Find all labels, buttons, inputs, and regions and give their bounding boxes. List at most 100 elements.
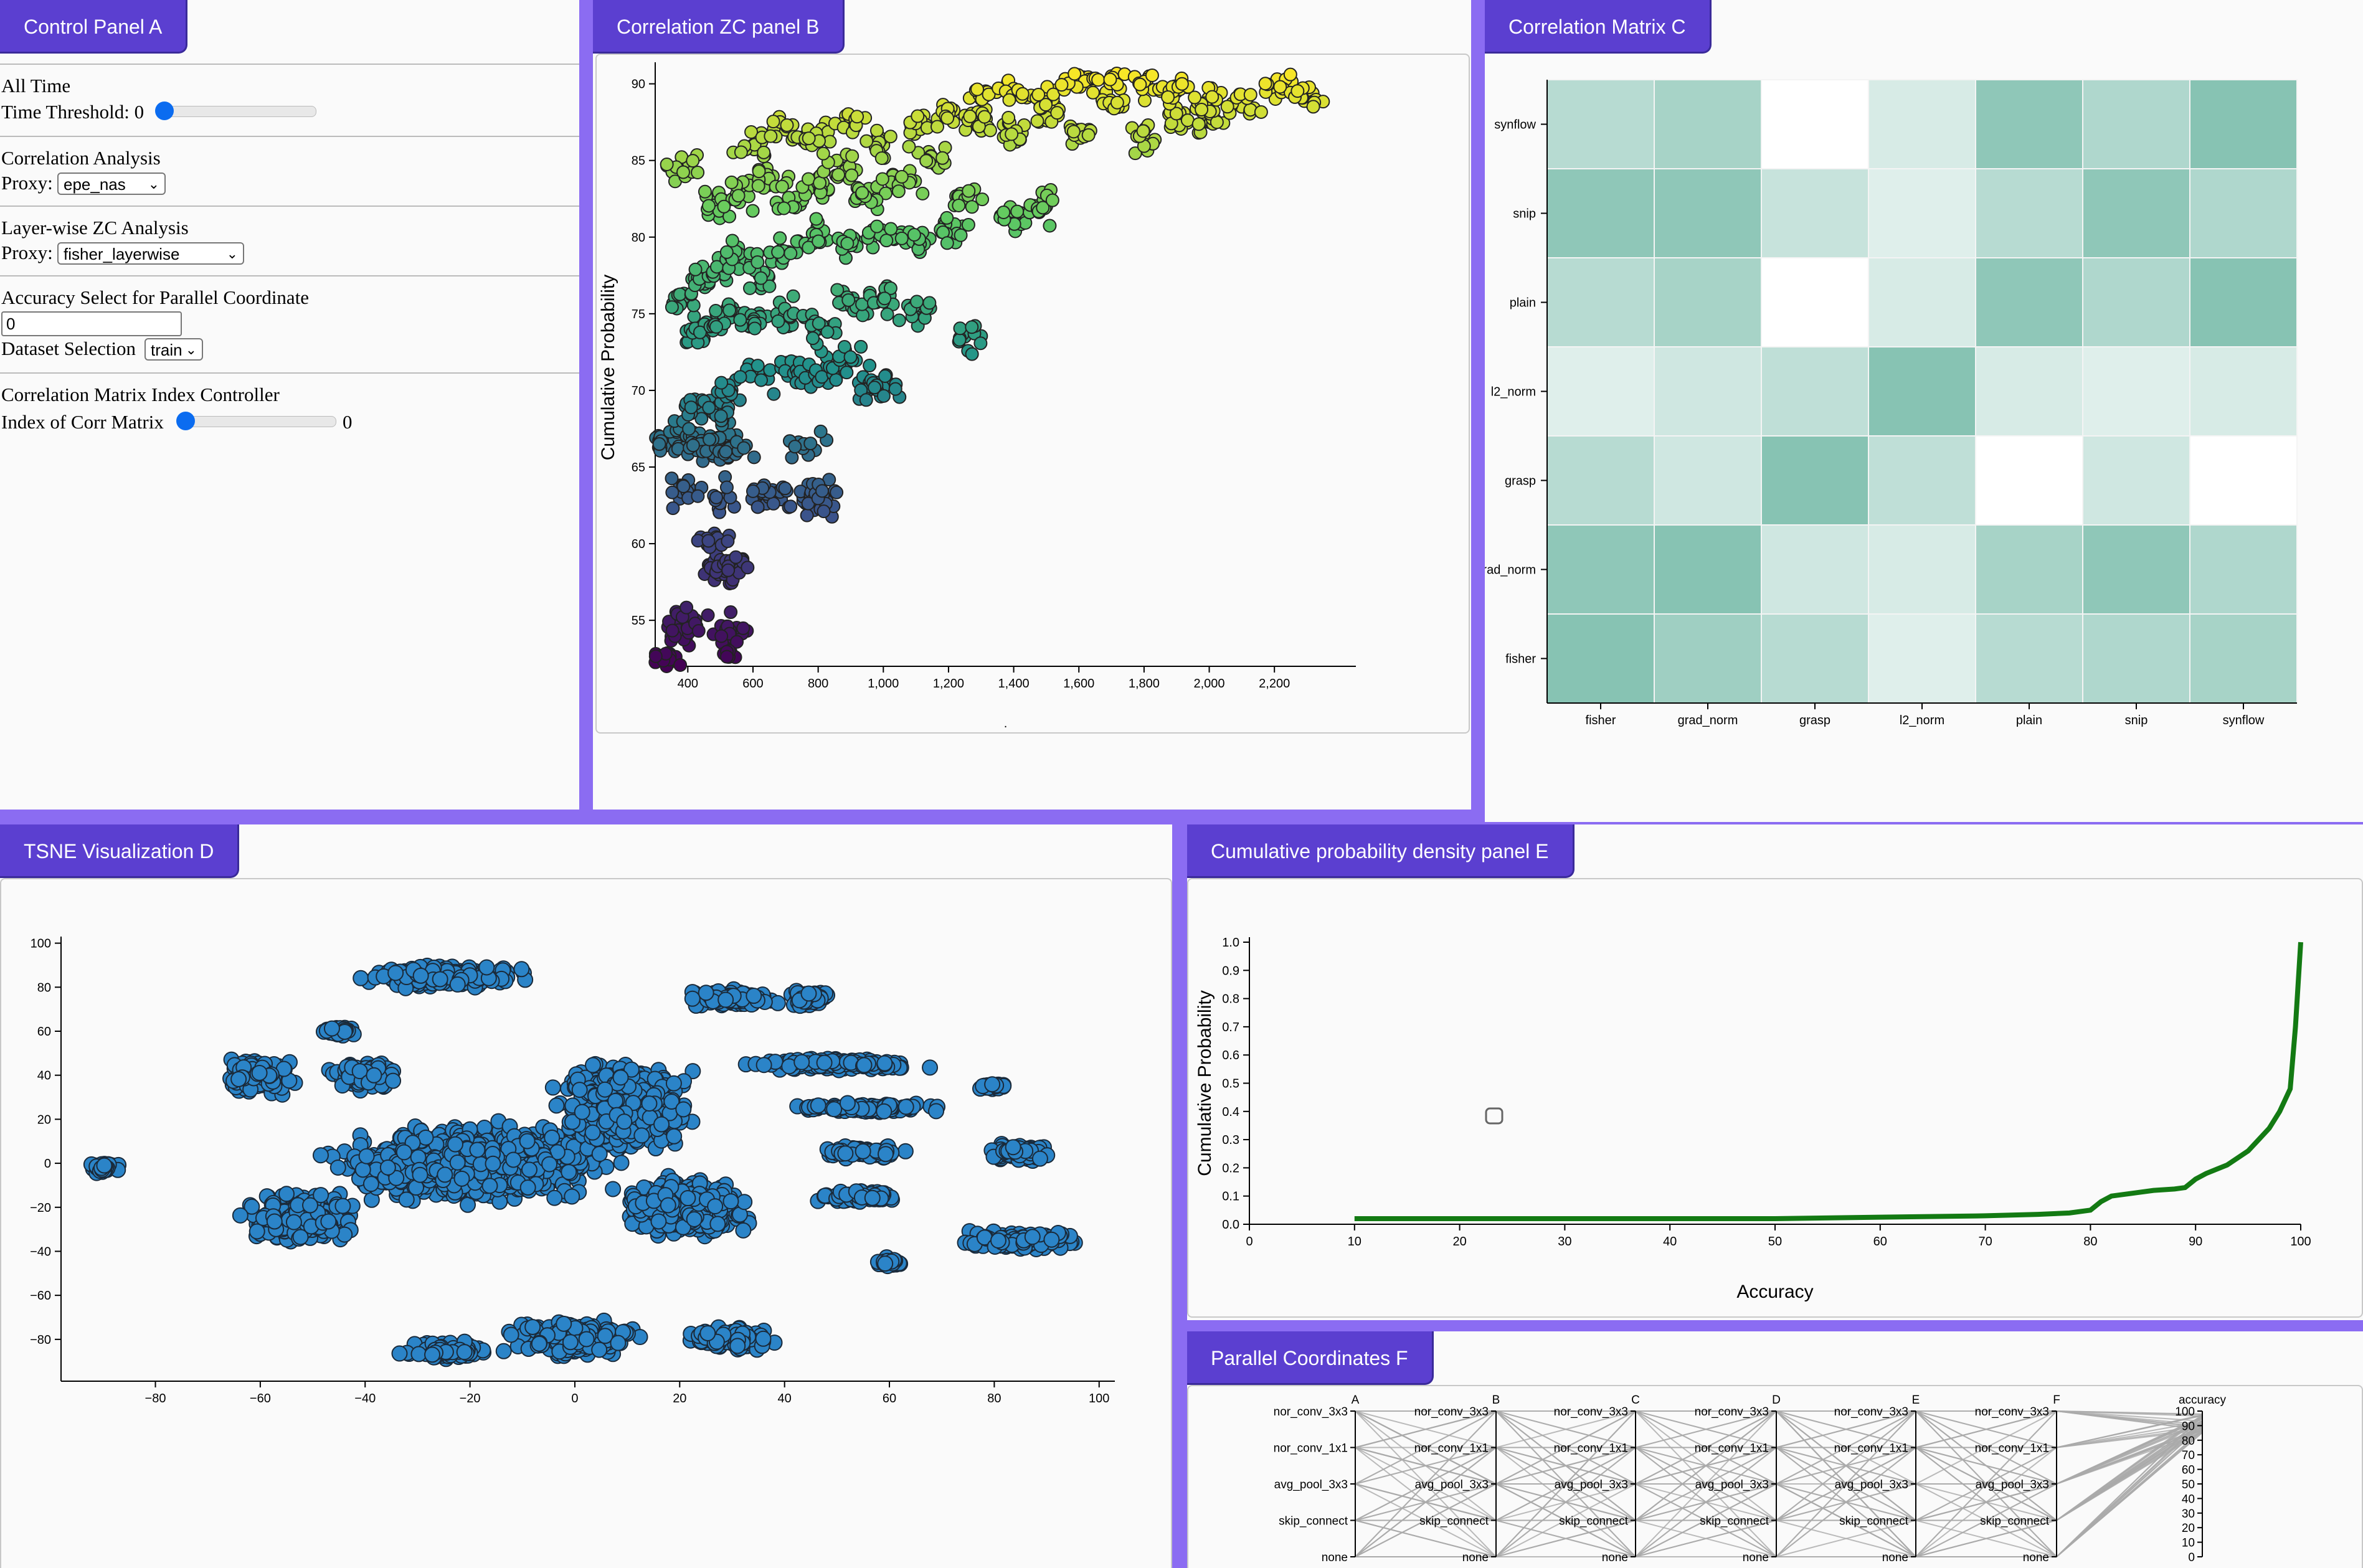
x-tick-label: 1,600 xyxy=(1063,677,1094,691)
heatmap-cell xyxy=(1868,346,1976,437)
scatter-point xyxy=(813,176,827,190)
scatter-point xyxy=(736,621,751,635)
scatter-point xyxy=(730,635,744,649)
x-axis-label: . xyxy=(1004,717,1008,730)
scatter-point xyxy=(952,333,967,347)
scatter-point xyxy=(892,313,906,328)
corr-proxy-select[interactable]: epe_nas ⌄ xyxy=(57,172,166,195)
scatter-point xyxy=(702,400,716,415)
scatter-point xyxy=(940,210,954,225)
heatmap-cell xyxy=(2082,346,2190,437)
x-tick-label: 1,000 xyxy=(868,677,899,691)
scatter-point xyxy=(648,649,663,663)
scatter-point xyxy=(693,325,707,339)
scatter-point xyxy=(1091,73,1106,87)
scatter-point xyxy=(1054,78,1069,92)
tsne-point xyxy=(722,1193,739,1210)
scatter-point xyxy=(894,169,909,184)
heatmap-cell xyxy=(1654,168,1762,258)
scatter-point xyxy=(709,490,724,504)
row-label: grasp xyxy=(1505,475,1536,488)
scatter-point xyxy=(1128,146,1142,161)
heatmap-cell xyxy=(1654,257,1762,347)
accuracy-input[interactable]: 0 xyxy=(1,311,182,336)
tsne-point xyxy=(432,971,448,988)
scatter-point xyxy=(752,164,766,179)
scatter-point xyxy=(1031,88,1046,102)
scatter-point xyxy=(1030,114,1044,128)
matrix-index-value: 0 xyxy=(343,411,353,433)
scatter-point xyxy=(691,489,705,503)
scatter-point xyxy=(1138,93,1152,108)
tsne-point xyxy=(666,1128,683,1145)
dataset-select[interactable]: train ⌄ xyxy=(144,338,203,361)
tsne-point xyxy=(460,1196,476,1213)
heatmap-cell xyxy=(1761,346,1869,437)
scatter-point xyxy=(802,172,816,186)
heatmap-cell xyxy=(1654,435,1762,526)
col-label: snip xyxy=(2125,714,2148,727)
row-label: snip xyxy=(1513,207,1536,221)
scatter-point xyxy=(725,234,739,248)
tsne-point xyxy=(232,1207,249,1224)
scatter-point xyxy=(757,145,771,159)
slider-knob[interactable] xyxy=(176,412,195,430)
panel-d-title: TSNE Visualization D xyxy=(0,824,240,878)
scatter-point xyxy=(665,471,679,486)
tsne-point xyxy=(544,1129,561,1146)
scatter-point xyxy=(751,255,765,269)
scatter-point xyxy=(773,231,787,245)
scatter-point xyxy=(780,118,794,132)
scatter-point xyxy=(717,199,731,214)
scatter-point xyxy=(1188,90,1202,105)
scatter-point xyxy=(907,228,921,242)
scatter-point xyxy=(1254,105,1268,119)
heatmap-cell xyxy=(1868,524,1976,615)
scatter-point xyxy=(764,129,778,143)
x-tick-label: 400 xyxy=(678,677,698,691)
tsne-point xyxy=(329,1159,346,1176)
row-label: plain xyxy=(1510,296,1536,310)
heatmap-cell xyxy=(1761,524,1869,615)
tsne-point xyxy=(665,1075,682,1092)
heatmap-cell xyxy=(1546,168,1655,258)
matrix-index-slider[interactable] xyxy=(176,412,336,430)
heatmap-cell xyxy=(2082,524,2190,615)
tsne-point xyxy=(616,1113,633,1130)
layer-proxy-select[interactable]: fisher_layerwise ⌄ xyxy=(57,242,244,265)
col-label: grad_norm xyxy=(1678,714,1738,727)
slider-knob[interactable] xyxy=(155,102,174,120)
time-threshold-slider[interactable] xyxy=(155,102,316,120)
scatter-point xyxy=(746,484,760,498)
tsne-point xyxy=(285,1214,302,1230)
scatter-point xyxy=(859,134,874,148)
scatter-point xyxy=(714,375,729,390)
heatmap-cell xyxy=(1761,613,1869,704)
col-label: grasp xyxy=(1799,714,1830,727)
scatter-point xyxy=(869,219,884,234)
scatter-point xyxy=(751,500,765,514)
scatter-point xyxy=(855,186,869,200)
scatter-point xyxy=(875,172,889,186)
col-label: synflow xyxy=(2223,714,2265,727)
y-tick-label: 70 xyxy=(632,384,645,398)
scatter-point xyxy=(880,307,894,321)
tsne-point xyxy=(513,961,530,978)
chevron-down-icon: ⌄ xyxy=(148,176,159,192)
scatter-point xyxy=(666,501,680,516)
scatter-point xyxy=(1210,115,1224,130)
heatmap-cell xyxy=(2189,613,2298,704)
scatter-point xyxy=(1005,127,1019,141)
tsne-point xyxy=(412,1166,429,1183)
scatter-point xyxy=(722,303,737,318)
tsne-point xyxy=(362,1176,379,1193)
tsne-point xyxy=(385,1072,402,1089)
col-label: fisher xyxy=(1586,714,1616,727)
scatter-point xyxy=(843,350,858,364)
tsne-point xyxy=(717,991,734,1008)
layer-proxy-label: Proxy: xyxy=(1,242,53,263)
tsne-point xyxy=(597,1081,613,1098)
tsne-point xyxy=(353,970,369,986)
chevron-down-icon: ⌄ xyxy=(226,246,238,262)
